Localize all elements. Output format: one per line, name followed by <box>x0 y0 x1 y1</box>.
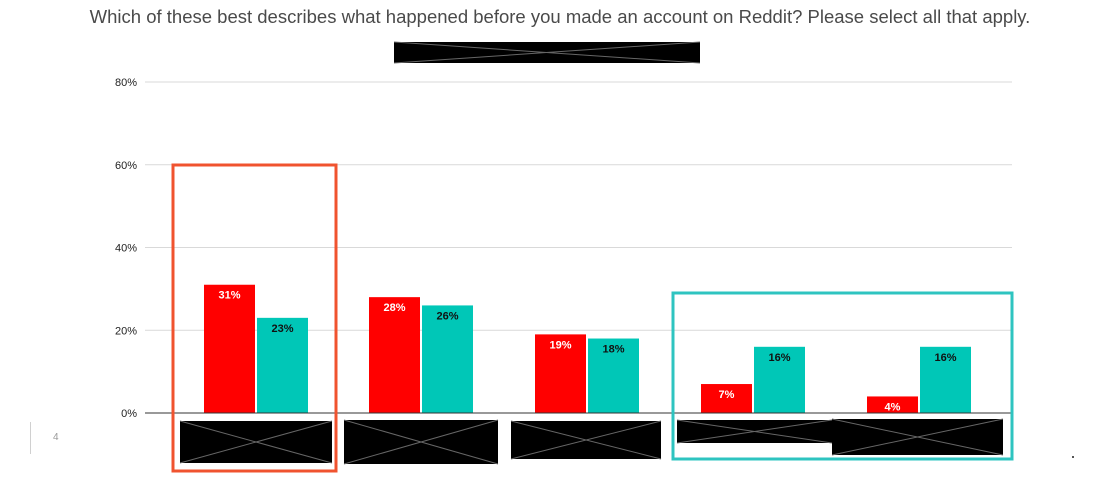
y-tick-label: 80% <box>115 77 137 89</box>
redaction-cross <box>393 41 701 64</box>
bar <box>535 334 586 413</box>
data-label: 7% <box>719 389 735 401</box>
redaction-cross <box>676 419 833 444</box>
bar <box>204 284 255 413</box>
bar <box>754 346 805 413</box>
redaction-cross <box>179 420 333 464</box>
data-label: 16% <box>934 352 956 364</box>
bar <box>422 305 473 413</box>
bar <box>257 317 308 413</box>
bar <box>588 338 639 413</box>
data-label: 23% <box>271 323 293 335</box>
data-label: 28% <box>383 302 405 314</box>
data-label: 26% <box>436 310 458 322</box>
page-number: 4 <box>53 432 59 443</box>
data-label: 16% <box>768 352 790 364</box>
y-tick-label: 40% <box>115 243 137 255</box>
data-label: 19% <box>549 339 571 351</box>
highlight-box-red <box>171 163 338 473</box>
data-label: 18% <box>602 344 624 356</box>
page-divider <box>30 422 31 454</box>
bar <box>701 384 752 413</box>
y-tick-label: 20% <box>115 325 137 337</box>
y-tick-label: 0% <box>121 408 137 420</box>
data-label: 4% <box>885 401 901 413</box>
stray-dot <box>1072 456 1074 458</box>
bar <box>369 297 420 413</box>
redaction-cross <box>831 418 1004 456</box>
redaction-cross <box>343 419 499 465</box>
data-label: 31% <box>218 290 240 302</box>
bar <box>920 346 971 413</box>
highlight-box-teal <box>671 291 1014 461</box>
bar <box>867 396 918 413</box>
chart-title: Which of these best describes what happe… <box>89 6 1031 27</box>
y-tick-label: 60% <box>115 160 137 172</box>
redaction-cross <box>510 420 662 460</box>
